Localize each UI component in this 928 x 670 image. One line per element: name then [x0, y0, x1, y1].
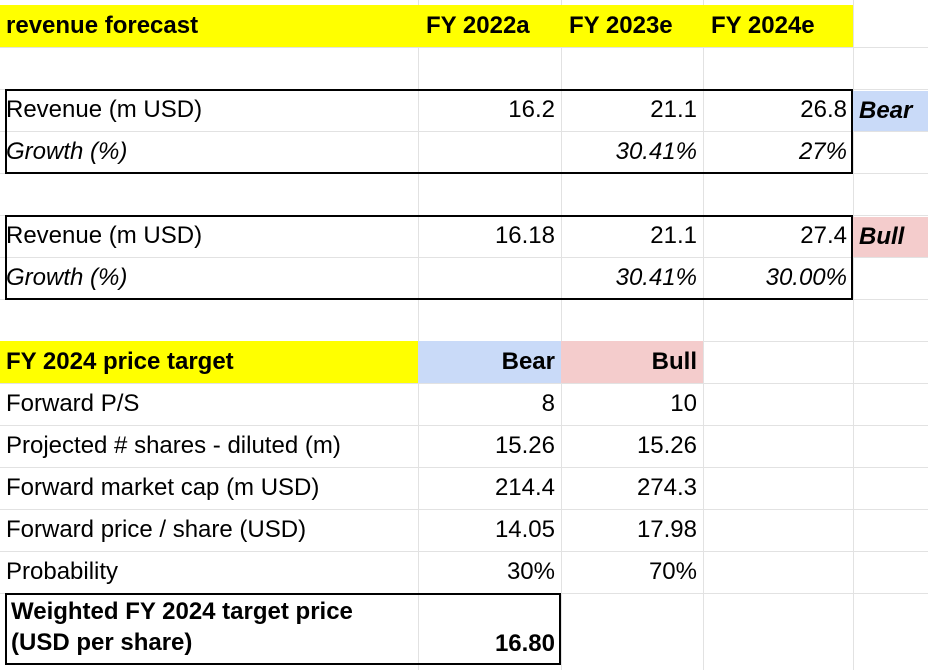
price-target-bull-cell[interactable]: 10	[561, 383, 703, 425]
bear-growth-cell[interactable]: 30.41%	[561, 131, 703, 173]
gridline	[561, 0, 562, 670]
price-target-bull-cell[interactable]: 15.26	[561, 425, 703, 467]
gridline	[0, 383, 928, 384]
price-target-bull-cell[interactable]: 274.3	[561, 467, 703, 509]
bull-growth-fy2024: 30.00%	[765, 264, 847, 291]
gridline	[0, 509, 928, 510]
bull-tag-cell[interactable]: Bull	[853, 217, 928, 257]
bear-growth-label-cell[interactable]: Growth (%)	[0, 131, 418, 173]
price-target-bear-header-cell[interactable]: Bear	[418, 341, 561, 383]
price-target-title: FY 2024 price target	[6, 348, 234, 375]
bull-revenue-cell[interactable]: 27.4	[703, 215, 853, 257]
bear-growth-cell[interactable]	[418, 131, 561, 173]
bull-revenue-cell[interactable]: 21.1	[561, 215, 703, 257]
price-target-bear-cell[interactable]: 15.26	[418, 425, 561, 467]
bear-revenue-label-cell[interactable]: Revenue (m USD)	[0, 89, 418, 131]
price-target-bull-header: Bull	[651, 348, 697, 375]
year-header-fy2024: FY 2024e	[711, 12, 815, 39]
bear-tag-cell[interactable]: Bear	[853, 91, 928, 131]
price-target-bear-value: 30%	[506, 558, 555, 585]
bear-revenue-cell[interactable]: 21.1	[561, 89, 703, 131]
price-target-row-label-cell[interactable]: Forward price / share (USD)	[0, 509, 418, 551]
bull-revenue-fy2024: 27.4	[800, 222, 847, 249]
gridline	[0, 131, 928, 132]
price-target-bull-header-cell[interactable]: Bull	[561, 341, 703, 383]
bear-growth-fy2023: 30.41%	[615, 138, 697, 165]
price-target-row-label-cell[interactable]: Forward P/S	[0, 383, 418, 425]
price-target-bear-value: 214.4	[494, 474, 555, 501]
gridline	[0, 425, 928, 426]
bull-growth-cell[interactable]	[418, 257, 561, 299]
forecast-title: revenue forecast	[6, 12, 199, 39]
year-header-fy2022: FY 2022a	[426, 12, 530, 39]
price-target-bear-value: 14.05	[494, 516, 555, 543]
bull-growth-label-cell[interactable]: Growth (%)	[0, 257, 418, 299]
price-target-row-label-cell[interactable]: Probability	[0, 551, 418, 593]
bull-revenue-cell[interactable]: 16.18	[418, 215, 561, 257]
price-target-bull-value: 17.98	[636, 516, 697, 543]
weighted-target-label-cell[interactable]: Weighted FY 2024 target price (USD per s…	[5, 593, 418, 665]
price-target-row-label-cell[interactable]: Forward market cap (m USD)	[0, 467, 418, 509]
gridline	[0, 551, 928, 552]
price-target-bear-cell[interactable]: 8	[418, 383, 561, 425]
bull-growth-fy2023: 30.41%	[615, 264, 697, 291]
gridline	[0, 467, 928, 468]
price-target-bull-value: 10	[670, 390, 697, 417]
price-target-bear-cell[interactable]: 30%	[418, 551, 561, 593]
price-target-row-label: Forward market cap (m USD)	[6, 474, 320, 501]
price-target-bull-cell[interactable]: 70%	[561, 551, 703, 593]
bear-growth-cell[interactable]: 27%	[703, 131, 853, 173]
bear-revenue-label: Revenue (m USD)	[6, 96, 203, 123]
year-header-cell[interactable]: FY 2023e	[561, 5, 703, 47]
forecast-title-cell[interactable]: revenue forecast	[0, 5, 418, 47]
price-target-row-label: Projected # shares - diluted (m)	[6, 432, 341, 459]
price-target-bull-value: 15.26	[636, 432, 697, 459]
gridline	[0, 47, 928, 48]
gridline	[0, 257, 928, 258]
bear-revenue-fy2023: 21.1	[650, 96, 697, 123]
bull-growth-cell[interactable]: 30.00%	[703, 257, 853, 299]
price-target-bear-value: 8	[541, 390, 555, 417]
gridline	[0, 299, 928, 300]
weighted-target-value: 16.80	[494, 630, 555, 657]
bull-tag: Bull	[859, 223, 905, 250]
price-target-row-label: Forward P/S	[6, 390, 140, 417]
bull-revenue-fy2022: 16.18	[494, 222, 555, 249]
bear-revenue-fy2022: 16.2	[508, 96, 555, 123]
weighted-target-value-cell[interactable]: 16.80	[418, 623, 561, 665]
bear-tag: Bear	[859, 97, 913, 124]
weighted-target-label: Weighted FY 2024 target price (USD per s…	[11, 598, 353, 656]
price-target-title-cell[interactable]: FY 2024 price target	[0, 341, 418, 383]
price-target-bull-cell[interactable]: 17.98	[561, 509, 703, 551]
bear-revenue-cell[interactable]: 16.2	[418, 89, 561, 131]
price-target-bull-value: 274.3	[636, 474, 697, 501]
gridline	[703, 0, 704, 670]
bear-growth-fy2024: 27%	[798, 138, 847, 165]
gridline	[853, 0, 854, 670]
gridline	[418, 0, 419, 670]
bull-growth-label: Growth (%)	[6, 264, 128, 291]
price-target-row-label: Probability	[6, 558, 119, 585]
bull-revenue-label-cell[interactable]: Revenue (m USD)	[0, 215, 418, 257]
bear-growth-label: Growth (%)	[6, 138, 128, 165]
gridline	[0, 173, 928, 174]
price-target-bear-cell[interactable]: 14.05	[418, 509, 561, 551]
bull-growth-cell[interactable]: 30.41%	[561, 257, 703, 299]
year-header-fy2023: FY 2023e	[569, 12, 673, 39]
bear-revenue-cell[interactable]: 26.8	[703, 89, 853, 131]
price-target-bull-value: 70%	[648, 558, 697, 585]
year-header-cell[interactable]: FY 2024e	[703, 5, 853, 47]
price-target-row-label-cell[interactable]: Projected # shares - diluted (m)	[0, 425, 418, 467]
bear-revenue-fy2024: 26.8	[800, 96, 847, 123]
bull-revenue-label: Revenue (m USD)	[6, 222, 203, 249]
year-header-cell[interactable]: FY 2022a	[418, 5, 561, 47]
bull-revenue-fy2023: 21.1	[650, 222, 697, 249]
price-target-bear-cell[interactable]: 214.4	[418, 467, 561, 509]
price-target-bear-value: 15.26	[494, 432, 555, 459]
price-target-row-label: Forward price / share (USD)	[6, 516, 307, 543]
price-target-bear-header: Bear	[501, 348, 555, 375]
